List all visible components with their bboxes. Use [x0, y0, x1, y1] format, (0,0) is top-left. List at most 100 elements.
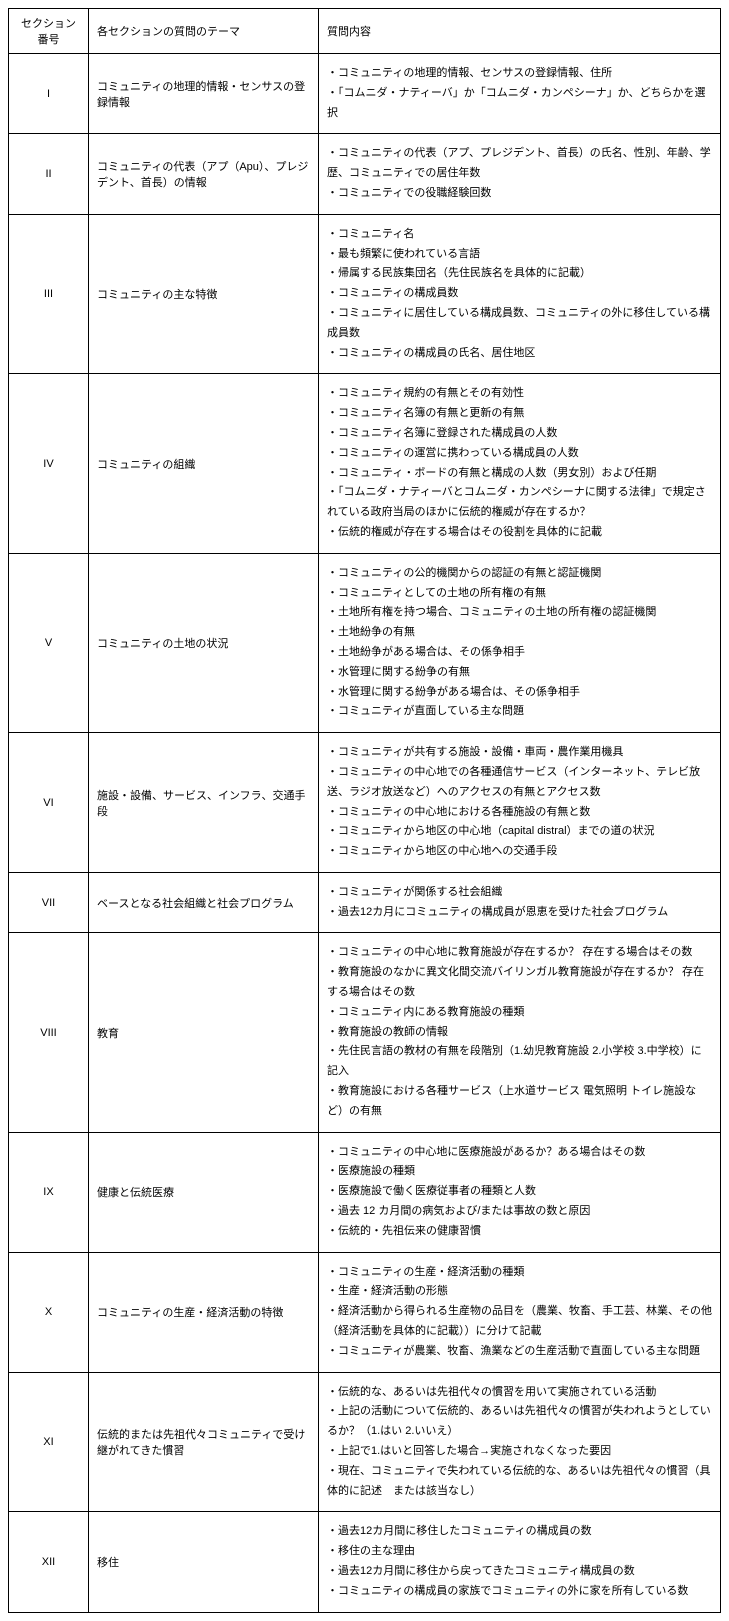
- content-list-item: コミュニティ内にある教育施設の種類: [327, 1003, 712, 1023]
- content-list-item: コミュニティとしての土地の所有権の有無: [327, 584, 712, 604]
- content-list-item: コミュニティの中心地に教育施設が存在するか？ 存在する場合はその数: [327, 943, 712, 963]
- content-list-item: 医療施設の種類: [327, 1162, 712, 1182]
- section-theme-cell: コミュニティの土地の状況: [89, 553, 319, 732]
- section-content-cell: 伝統的な、あるいは先祖代々の慣習を用いて実施されている活動上記の活動について伝統…: [319, 1372, 721, 1512]
- content-list-item: コミュニティが農業、牧畜、漁業などの生産活動で直面している主な問題: [327, 1342, 712, 1362]
- content-list-item: 移住の主な理由: [327, 1542, 712, 1562]
- table-row: IX健康と伝統医療コミュニティの中心地に医療施設があるか？ある場合はその数医療施…: [9, 1132, 721, 1252]
- table-row: Iコミュニティの地理的情報・センサスの登録情報コミュニティの地理的情報、センサス…: [9, 54, 721, 134]
- section-theme-cell: コミュニティの組織: [89, 374, 319, 553]
- table-row: VIII教育コミュニティの中心地に教育施設が存在するか？ 存在する場合はその数教…: [9, 933, 721, 1132]
- content-list-item: コミュニティの構成員の氏名、居住地区: [327, 344, 712, 364]
- content-list-item: 現在、コミュニティで失われている伝統的な、あるいは先祖代々の慣習（具体的に記述 …: [327, 1462, 712, 1502]
- content-list-item: コミュニティ名: [327, 225, 712, 245]
- content-list: コミュニティの生産・経済活動の種類生産・経済活動の形態経済活動から得られる生産物…: [327, 1259, 712, 1366]
- content-list-item: コミュニティ規約の有無とその有効性: [327, 384, 712, 404]
- section-number-cell: V: [9, 553, 89, 732]
- section-number-cell: VIII: [9, 933, 89, 1132]
- section-number-cell: IV: [9, 374, 89, 553]
- table-row: IVコミュニティの組織コミュニティ規約の有無とその有効性コミュニティ名簿の有無と…: [9, 374, 721, 553]
- section-theme-cell: コミュニティの主な特徴: [89, 214, 319, 374]
- header-theme: 各セクションの質問のテーマ: [89, 9, 319, 54]
- table-row: IIコミュニティの代表（アプ（Apu）、プレジデント、首長）の情報コミュニティの…: [9, 134, 721, 214]
- content-list-item: コミュニティの中心地での各種通信サービス（インターネット、テレビ放送、ラジオ放送…: [327, 763, 712, 803]
- table-row: Vコミュニティの土地の状況コミュニティの公的機関からの認証の有無と認証機関コミュ…: [9, 553, 721, 732]
- content-list-item: コミュニティ・ボードの有無と構成の人数（男女別）および任期: [327, 464, 712, 484]
- content-list-item: 土地所有権を持つ場合、コミュニティの土地の所有権の認証機関: [327, 603, 712, 623]
- content-list-item: コミュニティが共有する施設・設備・車両・農作業用機具: [327, 743, 712, 763]
- content-list: 伝統的な、あるいは先祖代々の慣習を用いて実施されている活動上記の活動について伝統…: [327, 1379, 712, 1506]
- content-list-item: コミュニティから地区の中心地への交通手段: [327, 842, 712, 862]
- content-list-item: コミュニティの生産・経済活動の種類: [327, 1263, 712, 1283]
- content-list: コミュニティ規約の有無とその有効性コミュニティ名簿の有無と更新の有無コミュニティ…: [327, 380, 712, 546]
- section-theme-cell: 伝統的または先祖代々コミュニティで受け継がれてきた慣習: [89, 1372, 319, 1512]
- content-list-item: 上記で1.はいと回答した場合→実施されなくなった要因: [327, 1442, 712, 1462]
- content-list: コミュニティの中心地に医療施設があるか？ある場合はその数医療施設の種類医療施設で…: [327, 1139, 712, 1246]
- section-theme-cell: 教育: [89, 933, 319, 1132]
- content-list: コミュニティの地理的情報、センサスの登録情報、住所「コムニダ・ナティーバ」か「コ…: [327, 60, 712, 127]
- content-list-item: 生産・経済活動の形態: [327, 1282, 712, 1302]
- content-list-item: 「コムニダ・ナティーバとコムニダ・カンペシーナに関する法律」で規定されている政府…: [327, 483, 712, 523]
- section-content-cell: コミュニティの代表（アプ、プレジデント、首長）の氏名、性別、年齢、学歴、コミュニ…: [319, 134, 721, 214]
- content-list: コミュニティの中心地に教育施設が存在するか？ 存在する場合はその数教育施設のなか…: [327, 939, 712, 1125]
- section-number-cell: XI: [9, 1372, 89, 1512]
- content-list: 過去12カ月間に移住したコミュニティの構成員の数移住の主な理由過去12カ月間に移…: [327, 1518, 712, 1605]
- content-list: コミュニティの公的機関からの認証の有無と認証機関コミュニティとしての土地の所有権…: [327, 560, 712, 726]
- content-list: コミュニティ名最も頻繁に使われている言語帰属する民族集団名（先住民族名を具体的に…: [327, 221, 712, 368]
- section-content-cell: コミュニティの公的機関からの認証の有無と認証機関コミュニティとしての土地の所有権…: [319, 553, 721, 732]
- content-list: コミュニティが関係する社会組織過去12カ月にコミュニティの構成員が恩恵を受けた社…: [327, 879, 712, 927]
- content-list-item: 帰属する民族集団名（先住民族名を具体的に記載）: [327, 264, 712, 284]
- section-number-cell: III: [9, 214, 89, 374]
- content-list-item: 医療施設で働く医療従事者の種類と人数: [327, 1182, 712, 1202]
- content-list-item: コミュニティが関係する社会組織: [327, 883, 712, 903]
- content-list: コミュニティの代表（アプ、プレジデント、首長）の氏名、性別、年齢、学歴、コミュニ…: [327, 140, 712, 207]
- sections-table: セクション番号 各セクションの質問のテーマ 質問内容 Iコミュニティの地理的情報…: [8, 8, 721, 1613]
- content-list-item: コミュニティ名簿に登録された構成員の人数: [327, 424, 712, 444]
- content-list-item: 伝統的な、あるいは先祖代々の慣習を用いて実施されている活動: [327, 1383, 712, 1403]
- section-number-cell: VI: [9, 733, 89, 873]
- content-list-item: コミュニティが直面している主な問題: [327, 702, 712, 722]
- section-number-cell: IX: [9, 1132, 89, 1252]
- header-section: セクション番号: [9, 9, 89, 54]
- content-list-item: コミュニティの構成員数: [327, 284, 712, 304]
- header-row: セクション番号 各セクションの質問のテーマ 質問内容: [9, 9, 721, 54]
- section-content-cell: コミュニティが共有する施設・設備・車両・農作業用機具コミュニティの中心地での各種…: [319, 733, 721, 873]
- section-theme-cell: 健康と伝統医療: [89, 1132, 319, 1252]
- content-list-item: 先住民言語の教材の有無を段階別（1.幼児教育施設 2.小学校 3.中学校）に記入: [327, 1042, 712, 1082]
- content-list-item: コミュニティの中心地における各種施設の有無と数: [327, 803, 712, 823]
- content-list-item: 最も頻繁に使われている言語: [327, 245, 712, 265]
- content-list-item: 教育施設の教師の情報: [327, 1023, 712, 1043]
- content-list-item: 土地紛争の有無: [327, 623, 712, 643]
- section-number-cell: II: [9, 134, 89, 214]
- table-row: XII移住過去12カ月間に移住したコミュニティの構成員の数移住の主な理由過去12…: [9, 1512, 721, 1612]
- section-content-cell: コミュニティの生産・経済活動の種類生産・経済活動の形態経済活動から得られる生産物…: [319, 1252, 721, 1372]
- content-list-item: 土地紛争がある場合は、その係争相手: [327, 643, 712, 663]
- content-list-item: コミュニティの中心地に医療施設があるか？ある場合はその数: [327, 1143, 712, 1163]
- section-theme-cell: コミュニティの生産・経済活動の特徴: [89, 1252, 319, 1372]
- content-list-item: コミュニティの構成員の家族でコミュニティの外に家を所有している数: [327, 1582, 712, 1602]
- content-list-item: コミュニティでの役職経験回数: [327, 184, 712, 204]
- section-content-cell: コミュニティ規約の有無とその有効性コミュニティ名簿の有無と更新の有無コミュニティ…: [319, 374, 721, 553]
- content-list: コミュニティが共有する施設・設備・車両・農作業用機具コミュニティの中心地での各種…: [327, 739, 712, 866]
- table-row: VI施設・設備、サービス、インフラ、交通手段コミュニティが共有する施設・設備・車…: [9, 733, 721, 873]
- content-list-item: 過去12カ月にコミュニティの構成員が恩恵を受けた社会プログラム: [327, 903, 712, 923]
- section-theme-cell: コミュニティの地理的情報・センサスの登録情報: [89, 54, 319, 134]
- section-number-cell: I: [9, 54, 89, 134]
- content-list-item: 水管理に関する紛争の有無: [327, 663, 712, 683]
- content-list-item: 教育施設における各種サービス（上水道サービス 電気照明 トイレ施設など）の有無: [327, 1082, 712, 1122]
- table-row: XI伝統的または先祖代々コミュニティで受け継がれてきた慣習伝統的な、あるいは先祖…: [9, 1372, 721, 1512]
- content-list-item: 伝統的・先祖伝来の健康習慣: [327, 1222, 712, 1242]
- content-list-item: コミュニティの代表（アプ、プレジデント、首長）の氏名、性別、年齢、学歴、コミュニ…: [327, 144, 712, 184]
- content-list-item: 水管理に関する紛争がある場合は、その係争相手: [327, 683, 712, 703]
- content-list-item: 過去 12 カ月間の病気および/または事故の数と原因: [327, 1202, 712, 1222]
- section-number-cell: VII: [9, 872, 89, 933]
- section-content-cell: コミュニティの中心地に医療施設があるか？ある場合はその数医療施設の種類医療施設で…: [319, 1132, 721, 1252]
- section-content-cell: コミュニティの地理的情報、センサスの登録情報、住所「コムニダ・ナティーバ」か「コ…: [319, 54, 721, 134]
- content-list-item: 「コムニダ・ナティーバ」か「コムニダ・カンペシーナ」か、どちらかを選択: [327, 84, 712, 124]
- section-theme-cell: 移住: [89, 1512, 319, 1612]
- section-content-cell: コミュニティが関係する社会組織過去12カ月にコミュニティの構成員が恩恵を受けた社…: [319, 872, 721, 933]
- table-row: IIIコミュニティの主な特徴コミュニティ名最も頻繁に使われている言語帰属する民族…: [9, 214, 721, 374]
- table-row: Xコミュニティの生産・経済活動の特徴コミュニティの生産・経済活動の種類生産・経済…: [9, 1252, 721, 1372]
- section-content-cell: 過去12カ月間に移住したコミュニティの構成員の数移住の主な理由過去12カ月間に移…: [319, 1512, 721, 1612]
- section-theme-cell: コミュニティの代表（アプ（Apu）、プレジデント、首長）の情報: [89, 134, 319, 214]
